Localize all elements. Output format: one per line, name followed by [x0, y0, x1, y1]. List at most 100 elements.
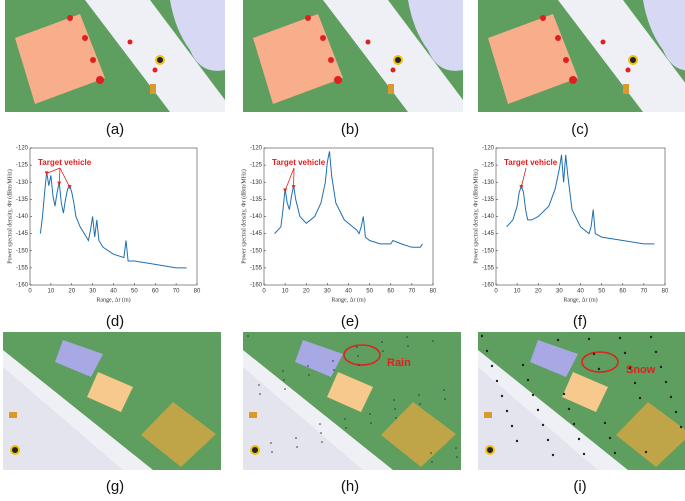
- snowflake: [578, 438, 580, 440]
- snowflake: [650, 336, 652, 338]
- panel-label: (a): [106, 121, 124, 138]
- y-tick-label: -130: [482, 180, 495, 186]
- snowflake: [491, 365, 493, 367]
- rain-drop: [357, 355, 359, 357]
- rain-drop: [345, 427, 347, 429]
- annotation: Target vehicle: [272, 158, 326, 167]
- snowflake: [639, 397, 641, 399]
- y-tick-label: -140: [482, 214, 495, 220]
- rain-drop: [394, 408, 396, 410]
- panel-label: (e): [341, 313, 359, 330]
- x-tick-label: 0: [494, 289, 498, 295]
- snowflake: [624, 352, 626, 354]
- y-tick-label: -155: [482, 265, 495, 271]
- x-tick-label: 20: [535, 289, 542, 295]
- panel-label: (b): [341, 121, 359, 138]
- x-axis-label: Range, Δr (m): [331, 296, 365, 303]
- snowflake: [598, 368, 600, 370]
- scene-i: Snow: [478, 332, 685, 470]
- snowflake: [645, 451, 647, 453]
- x-tick-label: 10: [48, 289, 55, 295]
- x-tick-label: 40: [345, 289, 352, 295]
- panel-label: (f): [573, 313, 587, 330]
- snowflake: [593, 353, 595, 355]
- y-tick-label: -120: [250, 146, 263, 152]
- annotation-arrow: [59, 168, 60, 184]
- rain-drop: [320, 432, 322, 434]
- y-axis-label: Power spectral density, Φr (dBm/MHz): [6, 169, 13, 263]
- snowflake: [511, 425, 513, 427]
- snowflake: [588, 338, 590, 340]
- snowflake: [481, 335, 483, 337]
- x-tick-label: 70: [641, 289, 648, 295]
- y-tick-label: -120: [16, 146, 29, 152]
- arrow-head: [57, 182, 61, 186]
- x-axis-label: Range, Δr (m): [563, 296, 597, 303]
- x-tick-label: 0: [262, 289, 266, 295]
- y-tick-label: -160: [16, 283, 29, 289]
- rain-drop: [282, 370, 284, 372]
- y-tick-label: -120: [482, 146, 495, 152]
- snowflake: [675, 411, 677, 413]
- scene-g: [3, 332, 221, 470]
- x-tick-label: 10: [282, 289, 289, 295]
- snowflake: [680, 426, 682, 428]
- panel-label: (i): [573, 478, 586, 495]
- snowflake: [557, 339, 559, 341]
- snowflake: [547, 439, 549, 441]
- y-tick-label: -130: [250, 180, 263, 186]
- snowflake: [486, 350, 488, 352]
- snowflake: [522, 364, 524, 366]
- snowflake: [532, 394, 534, 396]
- annotation-arrow: [60, 168, 70, 187]
- x-tick-label: 50: [366, 289, 373, 295]
- snowflake: [583, 453, 585, 455]
- x-axis-label: Range, Δr (m): [96, 296, 130, 303]
- x-tick-label: 20: [68, 289, 75, 295]
- y-tick-label: -125: [482, 163, 495, 169]
- y-axis-label: Power spectral density, Φr (dBm/MHz): [240, 169, 247, 263]
- y-tick-label: -135: [482, 197, 495, 203]
- snowflake: [619, 337, 621, 339]
- rain-drop: [406, 336, 408, 338]
- x-tick-label: 10: [514, 289, 521, 295]
- x-tick-label: 70: [173, 289, 180, 295]
- snowflake: [655, 351, 657, 353]
- snowflake: [552, 454, 554, 456]
- panel-label: (h): [341, 478, 359, 495]
- rain-drop: [356, 346, 358, 348]
- rain-drop: [455, 447, 457, 449]
- y-tick-label: -150: [250, 248, 263, 254]
- line-series: [40, 172, 186, 268]
- snowflake: [501, 395, 503, 397]
- y-tick-label: -135: [16, 197, 29, 203]
- rain-drop: [381, 341, 383, 343]
- x-tick-label: 60: [387, 289, 394, 295]
- arrow-head: [292, 185, 296, 189]
- y-tick-label: -145: [250, 231, 263, 237]
- rain-drop: [258, 384, 260, 386]
- y-tick-label: -125: [250, 163, 263, 169]
- y-tick-label: -125: [16, 163, 29, 169]
- y-tick-label: -160: [482, 283, 495, 289]
- y-tick-label: -140: [250, 214, 263, 220]
- rain-drop: [431, 461, 433, 463]
- arrow-head: [283, 189, 287, 193]
- snowflake: [537, 409, 539, 411]
- x-tick-label: 30: [89, 289, 96, 295]
- x-tick-label: 70: [409, 289, 416, 295]
- panel-label: (c): [571, 121, 589, 138]
- rain-drop: [259, 393, 261, 395]
- rain-label: Rain: [387, 357, 411, 369]
- y-tick-label: -130: [16, 180, 29, 186]
- rain-drop: [382, 350, 384, 352]
- rain-drop: [432, 340, 434, 342]
- snowflake: [516, 440, 518, 442]
- y-tick-label: -150: [482, 248, 495, 254]
- rain-drop: [284, 388, 286, 390]
- rain-drop: [308, 374, 310, 376]
- snowflake: [609, 437, 611, 439]
- x-tick-label: 40: [110, 289, 117, 295]
- rain-drop: [393, 399, 395, 401]
